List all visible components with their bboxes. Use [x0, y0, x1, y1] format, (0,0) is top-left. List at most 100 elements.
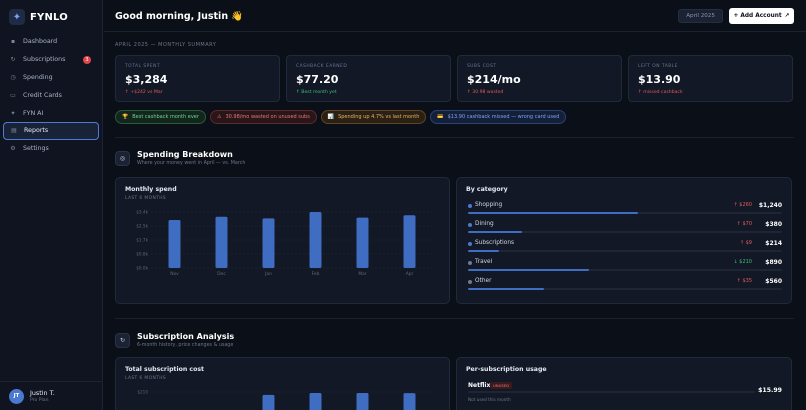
insight-text: Best cashback month ever [132, 114, 199, 120]
bar[interactable] [215, 216, 228, 268]
category-row[interactable]: Dining ↑ $70 $380 [468, 221, 782, 240]
sidebar-item-label: Reports [24, 127, 49, 135]
category-bar-fill [468, 288, 545, 291]
category-delta: ↑ $35 [736, 278, 752, 284]
sidebar-item-reports[interactable]: ▤ Reports [3, 121, 99, 140]
y-tick-label: $0.0k [136, 266, 148, 271]
bar[interactable] [309, 392, 322, 410]
y-tick-label: $0.8k [136, 252, 148, 257]
stat-cards: TOTAL SPENT $3,284 ↑ +$242 vs Mar CASHBACK … [115, 55, 793, 102]
bar[interactable] [356, 392, 369, 410]
sidebar-item-label: Spending [23, 73, 53, 81]
sidebar-item-credit-cards[interactable]: ▭ Credit Cards [3, 86, 99, 104]
date-selector[interactable]: April 2025 [678, 9, 723, 23]
category-amount: $890 [765, 259, 782, 266]
brand-name: FYNLO [30, 11, 68, 23]
category-delta: ↓ $210 [733, 259, 752, 265]
usage-service-name: Netflix [468, 382, 491, 389]
category-dot [468, 223, 472, 227]
subscription-cost-panel: Total subscription cost LAST 6 MONTHS $2… [115, 357, 450, 410]
bar[interactable] [403, 215, 416, 268]
category-row[interactable]: Subscriptions ↑ $9 $214 [468, 240, 782, 259]
category-bar-track [468, 288, 782, 291]
category-delta: ↑ $70 [736, 221, 752, 227]
x-tick-label: Feb [312, 271, 320, 277]
insight-text: $13.90 cashback missed — wrong card used [447, 114, 560, 120]
user-name: Justin T. [30, 389, 55, 397]
sidebar-item-label: Credit Cards [23, 91, 62, 99]
category-bar-fill [468, 269, 590, 272]
category-name: Dining [475, 221, 494, 227]
x-tick-label: Mar [358, 271, 366, 277]
insight-chip[interactable]: 📊 Spending up 4.7% vs last month [320, 110, 427, 124]
subscription-cost-title: Total subscription cost [125, 366, 204, 373]
bar[interactable] [356, 217, 369, 268]
sidebar-nav: ▪ Dashboard ↻ Subscriptions 3 ◷ Spending ▭ Credi… [3, 33, 99, 158]
stat-label: TOTAL SPENT [125, 64, 160, 69]
bar[interactable] [262, 218, 275, 268]
insight-chip[interactable]: 💳 $13.90 cashback missed — wrong card use… [430, 110, 567, 124]
stat-card: SUBS COST $214/mo ↑ 30.98 wasted [457, 55, 622, 102]
brand[interactable]: ✦ FYNLO [9, 9, 68, 25]
category-bar-fill [468, 231, 522, 234]
card-icon: ▭ [10, 91, 16, 99]
y-tick-label: $2.5k [136, 224, 148, 229]
x-tick-label: Nov [170, 271, 179, 277]
stat-value: $77.20 [296, 73, 339, 86]
y-tick-label: $3.4k [136, 210, 148, 215]
insight-icon: 🏆 [122, 114, 129, 120]
category-dot [468, 280, 472, 284]
bar[interactable] [309, 212, 322, 268]
sidebar-item-subscriptions[interactable]: ↻ Subscriptions 3 [3, 51, 99, 69]
category-amount: $1,240 [758, 202, 782, 209]
subscription-title: Subscription Analysis [137, 332, 235, 341]
add-account-button[interactable]: + Add Account ↗ [729, 8, 794, 24]
subscription-subtitle: 6-month history, price changes & usage [137, 343, 234, 348]
sidebar-item-fyn-ai[interactable]: ✦ FYN AI [3, 104, 99, 122]
sidebar-item-dashboard[interactable]: ▪ Dashboard [3, 33, 99, 51]
monthly-spend-chart: $0.0k $0.8k $1.7k $2.5k $3.4k Nov Dec Jan Feb Mar… [136, 210, 433, 277]
insight-text: Spending up 4.7% vs last month [338, 114, 420, 120]
main-content: Good morning, Justin 👋 April 2025 + Add … [104, 0, 806, 410]
sidebar-item-settings[interactable]: ⚙ Settings [3, 140, 99, 158]
avatar: JT [9, 388, 24, 404]
monthly-spend-title: Monthly spend [125, 186, 177, 193]
bar[interactable] [262, 394, 275, 410]
stat-card: TOTAL SPENT $3,284 ↑ +$242 vs Mar [115, 55, 280, 102]
loop-icon: ↻ [115, 332, 130, 348]
category-row[interactable]: Shopping ↑ $260 $1,240 [468, 202, 782, 221]
external-arrow-icon: ↗ [784, 13, 790, 19]
spending-subtitle: Where your money went in April — vs. Mar… [137, 161, 246, 166]
insight-chip[interactable]: 🏆 Best cashback month ever [115, 110, 206, 124]
user-profile[interactable]: JT Justin T. Pro Plan [0, 381, 103, 410]
sidebar: ✦ FYNLO ▪ Dashboard ↻ Subscriptions 3 ◷ Spendi… [0, 0, 103, 410]
insight-icon: 💳 [437, 114, 444, 120]
category-dot [468, 242, 472, 246]
by-category-panel: By category Shopping ↑ $260 $1,240 Dining ↑ … [456, 177, 792, 304]
category-bar-track [468, 269, 782, 272]
page-title: Good morning, Justin 👋 [115, 11, 244, 22]
usage-amount: $15.99 [758, 387, 782, 394]
monthly-spend-panel: Monthly spend LAST 6 MONTHS $0.0k $0.8k $1… [115, 177, 450, 304]
insight-icon: 📊 [327, 114, 335, 120]
y-tick-label: $1.7k [136, 238, 148, 243]
insight-chip[interactable]: ⚠ 30.98/mo wasted on unused subs [209, 110, 317, 124]
sidebar-item-spending[interactable]: ◷ Spending [3, 69, 99, 87]
circle-icon: ◎ [115, 150, 130, 166]
by-category-title: By category [466, 186, 508, 193]
grid-icon: ▪ [10, 38, 16, 46]
x-tick-label: Dec [217, 271, 226, 277]
category-bar-track [468, 231, 782, 234]
bar[interactable] [168, 220, 181, 268]
subscription-section-header: ↻ Subscription Analysis 6-month history,… [115, 332, 234, 348]
category-amount: $214 [765, 240, 782, 247]
category-dot [468, 204, 472, 208]
category-row[interactable]: Other ↑ $35 $560 [468, 278, 782, 297]
category-name: Other [475, 278, 492, 284]
category-row[interactable]: Travel ↓ $210 $890 [468, 259, 782, 278]
brand-logo-icon: ✦ [9, 9, 25, 25]
stat-value: $13.90 [638, 73, 681, 86]
top-bar: Good morning, Justin 👋 April 2025 + Add … [104, 0, 806, 32]
x-tick-label: Apr [406, 271, 414, 277]
bar[interactable] [403, 393, 416, 410]
